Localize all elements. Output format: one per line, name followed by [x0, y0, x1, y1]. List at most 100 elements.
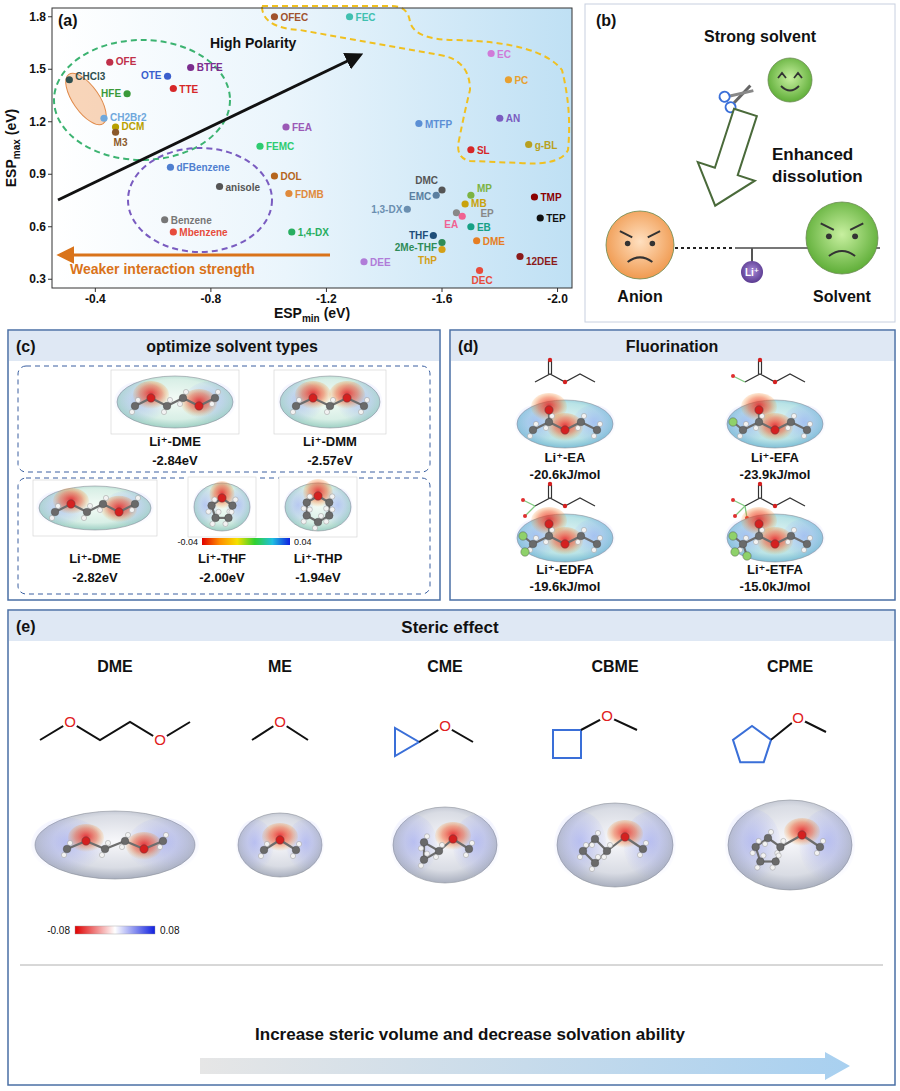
group-box — [18, 366, 430, 472]
atom — [99, 500, 107, 508]
h-atom — [597, 421, 602, 426]
y-tick-label: 1.5 — [29, 62, 46, 76]
h-atom — [533, 535, 538, 540]
atom — [529, 540, 537, 548]
o-atom — [758, 358, 762, 362]
label: Solvent — [813, 288, 871, 305]
eye — [852, 233, 858, 239]
atom — [591, 859, 599, 867]
point-label: DCM — [122, 121, 145, 132]
h-atom — [781, 838, 786, 843]
negative-region — [101, 496, 137, 522]
interaction-arrow — [60, 254, 330, 257]
h-atom — [743, 421, 748, 426]
point-label: EP — [480, 208, 494, 219]
point-label: FEMC — [266, 141, 294, 152]
point-label: TTE — [179, 84, 198, 95]
h-atom — [575, 425, 580, 430]
axis-title-main: ESP — [274, 305, 302, 321]
atom-label: O — [64, 713, 76, 730]
mouth — [628, 257, 653, 262]
h-atom — [577, 854, 582, 859]
h-atom — [595, 854, 600, 859]
region-halomethane — [58, 67, 114, 131]
y-tick — [48, 121, 52, 122]
h-atom — [785, 539, 790, 544]
f-bond — [733, 376, 745, 382]
esp-molecule — [725, 800, 855, 890]
face — [806, 202, 878, 274]
h-atom — [591, 547, 596, 552]
molecule-name: DME — [97, 658, 133, 675]
h-atom — [55, 503, 60, 508]
atom — [83, 508, 91, 516]
h-atom — [67, 840, 72, 845]
h-atom — [212, 497, 217, 502]
panel-e: (e)Steric effectDMEOOMEOCMEOCBMEOCPMEO-0… — [8, 610, 895, 1085]
point — [271, 13, 278, 20]
atom-gap — [152, 732, 168, 748]
atom — [360, 402, 368, 410]
h-atom — [49, 515, 54, 520]
point-label: SL — [477, 145, 490, 156]
panel-title: optimize solvent types — [146, 338, 318, 355]
esp-molecule — [725, 393, 826, 448]
positive-region — [725, 809, 781, 881]
handle — [718, 90, 732, 104]
atom — [82, 837, 90, 845]
atom — [798, 831, 806, 839]
double-bond — [761, 361, 762, 374]
f-atom — [731, 498, 735, 502]
h-atom — [583, 842, 588, 847]
atom — [131, 500, 139, 508]
h-atom — [307, 494, 312, 499]
h-atom — [527, 433, 532, 438]
atom — [195, 402, 203, 410]
atom — [755, 418, 763, 426]
h-atom — [324, 519, 329, 524]
title-bar — [9, 331, 439, 361]
image-frame — [188, 477, 256, 537]
skeletal-formula — [535, 358, 595, 384]
atom — [743, 552, 751, 560]
esp-molecule — [390, 807, 499, 883]
mouth — [829, 251, 855, 256]
label: Anion — [617, 288, 662, 305]
panel-title: Steric effect — [401, 618, 499, 637]
point-label: CHCl3 — [75, 71, 105, 82]
point — [433, 192, 440, 199]
strong-solvent-icon — [768, 58, 812, 102]
atom-label: O — [274, 713, 286, 730]
h-atom — [762, 841, 767, 846]
panel-d: (d)FluorinationLi⁺-EA-20.6kJ/molLi⁺-EFA-… — [450, 330, 895, 600]
h-atom — [595, 830, 600, 835]
atom — [218, 494, 226, 502]
o-atom — [563, 504, 567, 508]
skeletal-formula: O — [252, 713, 308, 740]
atom — [303, 512, 311, 520]
point — [488, 50, 495, 57]
h-atom — [135, 495, 140, 500]
point — [112, 129, 119, 136]
point-label: ThP — [418, 255, 437, 266]
atom — [325, 512, 333, 520]
atom — [115, 508, 123, 516]
atom — [309, 394, 317, 402]
molecule-label: Li⁺-ETFA — [747, 562, 804, 577]
atom — [159, 837, 167, 845]
axis-title-main: ESP — [3, 159, 19, 187]
double-bond — [548, 485, 549, 498]
point-label: anisole — [226, 182, 261, 193]
panel-frame — [8, 330, 440, 600]
h-atom — [296, 397, 301, 402]
li-ion — [741, 261, 763, 283]
eye — [826, 233, 832, 239]
skeletal-formula: O — [733, 709, 826, 762]
atom — [591, 835, 599, 843]
h-atom — [215, 389, 220, 394]
colorbar — [75, 926, 155, 934]
atom — [757, 858, 765, 866]
weak-link — [675, 247, 735, 249]
point-label: EMC — [409, 191, 431, 202]
binding-energy: -19.6kJ/mol — [530, 579, 601, 594]
